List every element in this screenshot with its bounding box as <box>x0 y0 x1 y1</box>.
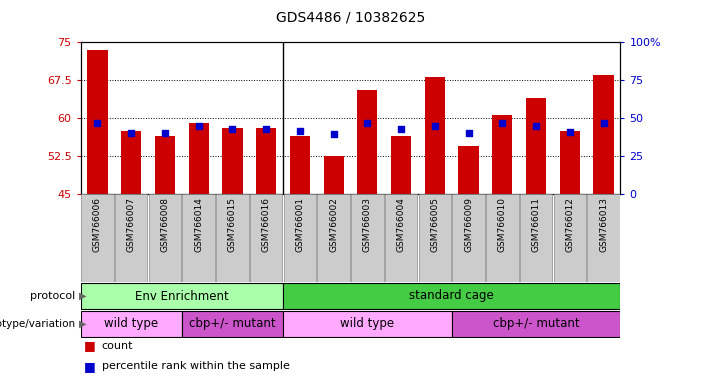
FancyBboxPatch shape <box>115 194 147 282</box>
FancyBboxPatch shape <box>554 194 586 282</box>
Text: wild type: wild type <box>104 318 158 331</box>
Text: GSM766010: GSM766010 <box>498 197 507 252</box>
Point <box>159 130 170 136</box>
Text: genotype/variation: genotype/variation <box>0 319 75 329</box>
Text: cbp+/- mutant: cbp+/- mutant <box>189 318 275 331</box>
Text: ▶: ▶ <box>79 319 87 329</box>
Text: GSM766002: GSM766002 <box>329 197 338 252</box>
Bar <box>324 156 343 194</box>
Point <box>294 127 306 134</box>
FancyBboxPatch shape <box>149 194 181 282</box>
Point <box>598 120 609 126</box>
FancyBboxPatch shape <box>318 194 350 282</box>
FancyBboxPatch shape <box>283 311 451 337</box>
FancyBboxPatch shape <box>451 311 620 337</box>
Text: GSM766016: GSM766016 <box>261 197 271 252</box>
Point <box>193 122 204 129</box>
Text: count: count <box>102 341 133 351</box>
Bar <box>256 128 276 194</box>
Bar <box>425 78 445 194</box>
Point <box>261 126 272 132</box>
FancyBboxPatch shape <box>182 311 283 337</box>
Text: GSM766007: GSM766007 <box>127 197 136 252</box>
FancyBboxPatch shape <box>284 194 316 282</box>
Point <box>463 130 474 136</box>
Point <box>564 129 576 135</box>
Text: GDS4486 / 10382625: GDS4486 / 10382625 <box>276 11 425 25</box>
Bar <box>121 131 142 194</box>
Text: GSM766006: GSM766006 <box>93 197 102 252</box>
Text: GSM766012: GSM766012 <box>565 197 574 252</box>
Bar <box>526 98 546 194</box>
Text: ■: ■ <box>84 359 95 372</box>
FancyBboxPatch shape <box>81 283 283 309</box>
Text: GSM766009: GSM766009 <box>464 197 473 252</box>
Point <box>531 122 542 129</box>
Bar <box>155 136 175 194</box>
Text: GSM766014: GSM766014 <box>194 197 203 252</box>
Point <box>395 126 407 132</box>
Bar <box>189 123 209 194</box>
Bar <box>222 128 243 194</box>
FancyBboxPatch shape <box>250 194 283 282</box>
Text: GSM766001: GSM766001 <box>295 197 304 252</box>
Point <box>429 122 440 129</box>
Bar <box>559 131 580 194</box>
FancyBboxPatch shape <box>385 194 417 282</box>
Text: ■: ■ <box>84 339 95 353</box>
Text: GSM766015: GSM766015 <box>228 197 237 252</box>
Bar <box>458 146 479 194</box>
Text: GSM766008: GSM766008 <box>161 197 170 252</box>
Text: GSM766011: GSM766011 <box>531 197 540 252</box>
Text: wild type: wild type <box>340 318 395 331</box>
FancyBboxPatch shape <box>418 194 451 282</box>
FancyBboxPatch shape <box>216 194 249 282</box>
Bar <box>358 90 378 194</box>
Bar <box>492 116 512 194</box>
Text: protocol: protocol <box>29 291 75 301</box>
Point <box>497 120 508 126</box>
Text: standard cage: standard cage <box>409 290 494 303</box>
Text: GSM766005: GSM766005 <box>430 197 440 252</box>
FancyBboxPatch shape <box>520 194 552 282</box>
FancyBboxPatch shape <box>452 194 485 282</box>
Text: GSM766013: GSM766013 <box>599 197 608 252</box>
FancyBboxPatch shape <box>351 194 383 282</box>
Text: cbp+/- mutant: cbp+/- mutant <box>493 318 579 331</box>
Point <box>125 130 137 136</box>
Text: GSM766004: GSM766004 <box>397 197 406 252</box>
Point <box>328 131 339 137</box>
Bar <box>88 50 108 194</box>
Text: GSM766003: GSM766003 <box>363 197 372 252</box>
Bar <box>391 136 411 194</box>
Bar <box>290 136 310 194</box>
FancyBboxPatch shape <box>283 283 620 309</box>
Text: percentile rank within the sample: percentile rank within the sample <box>102 361 290 371</box>
FancyBboxPatch shape <box>587 194 620 282</box>
Text: ▶: ▶ <box>79 291 87 301</box>
Point <box>227 126 238 132</box>
FancyBboxPatch shape <box>81 311 182 337</box>
FancyBboxPatch shape <box>182 194 215 282</box>
FancyBboxPatch shape <box>81 194 114 282</box>
Bar <box>593 75 613 194</box>
Point <box>92 120 103 126</box>
Point <box>362 120 373 126</box>
FancyBboxPatch shape <box>486 194 519 282</box>
Text: Env Enrichment: Env Enrichment <box>135 290 229 303</box>
